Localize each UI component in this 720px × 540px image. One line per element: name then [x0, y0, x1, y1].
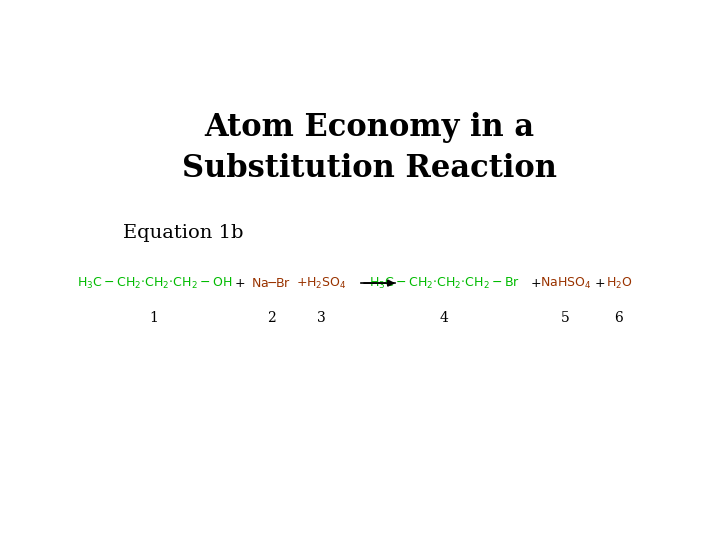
Text: 3: 3 [318, 312, 326, 326]
Text: +: + [594, 276, 605, 289]
Text: Atom Economy in a
Substitution Reaction: Atom Economy in a Substitution Reaction [181, 112, 557, 184]
Text: +: + [531, 276, 541, 289]
Text: $\mathregular{+H_2SO_4}$: $\mathregular{+H_2SO_4}$ [296, 275, 347, 291]
Text: $\mathregular{H_2O}$: $\mathregular{H_2O}$ [606, 275, 632, 291]
Text: 5: 5 [561, 312, 570, 326]
Text: $\mathregular{Na\!\!-\!\!Br}$: $\mathregular{Na\!\!-\!\!Br}$ [251, 276, 292, 289]
Text: 2: 2 [267, 312, 276, 326]
Text: 4: 4 [440, 312, 449, 326]
Text: Equation 1b: Equation 1b [124, 224, 244, 242]
Text: 1: 1 [150, 312, 158, 326]
Text: 6: 6 [615, 312, 624, 326]
Text: $\mathregular{NaHSO_4}$: $\mathregular{NaHSO_4}$ [540, 275, 591, 291]
Text: $\mathregular{H_3C-CH_2{\cdot}CH_2{\cdot}CH_2-Br}$: $\mathregular{H_3C-CH_2{\cdot}CH_2{\cdot… [369, 275, 520, 291]
Text: +: + [234, 276, 245, 289]
Text: $\mathregular{H_3C-CH_2{\cdot}CH_2{\cdot}CH_2-OH}$: $\mathregular{H_3C-CH_2{\cdot}CH_2{\cdot… [76, 275, 232, 291]
